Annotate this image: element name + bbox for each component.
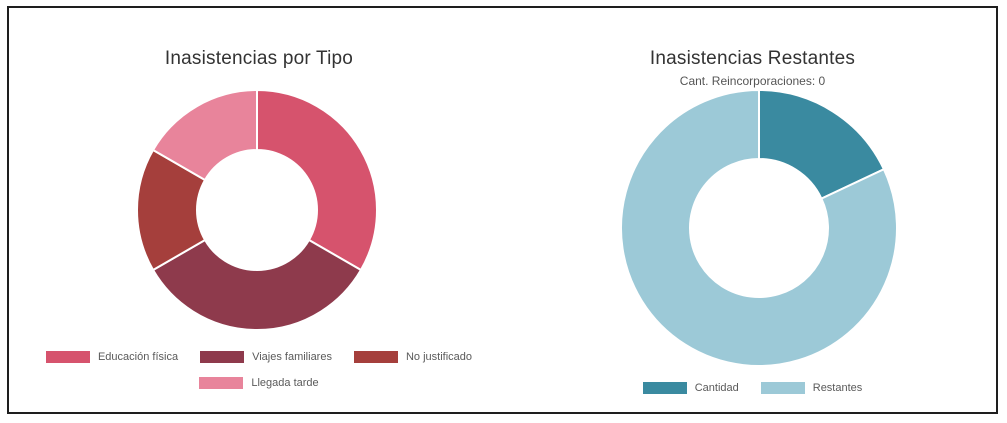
legend-label: Cantidad xyxy=(694,382,739,394)
slice-llegada-tarde[interactable] xyxy=(151,88,258,182)
chart-title-restantes: Inasistencias Restantes xyxy=(649,48,856,69)
slice-educacion-fisica[interactable] xyxy=(256,88,378,272)
slice-restantes[interactable] xyxy=(620,88,898,367)
legend-swatch xyxy=(760,382,805,394)
legend-label: Llegada tarde xyxy=(251,377,319,389)
legend-label: Educación física xyxy=(97,351,179,363)
legend-tipo-row-1: Educación física Viajes familiares No ju… xyxy=(9,351,509,363)
legend-swatch xyxy=(45,351,90,363)
chart-panel-tipo: Inasistencias por Tipo Educación física … xyxy=(9,8,509,412)
legend-item-restantes[interactable]: Restantes xyxy=(760,382,863,394)
chart-title-tipo: Inasistencias por Tipo xyxy=(164,48,354,69)
legend-swatch xyxy=(353,351,398,363)
chart-subtitle-restantes: Cant. Reincorporaciones: 0 xyxy=(679,74,826,88)
legend-swatch xyxy=(199,377,244,389)
legend-item-cantidad[interactable]: Cantidad xyxy=(642,382,739,394)
slice-viajes-familiares[interactable] xyxy=(151,238,363,331)
legend-item-llegada-tarde[interactable]: Llegada tarde xyxy=(199,377,319,389)
legend-label: Viajes familiares xyxy=(252,351,332,363)
legend-swatch xyxy=(200,351,245,363)
legend-label: Restantes xyxy=(812,382,863,394)
legend-swatch xyxy=(642,382,687,394)
legend-restantes-row: Cantidad Restantes xyxy=(509,382,996,394)
chart-frame: Inasistencias por Tipo Educación física … xyxy=(7,6,998,414)
legend-label: No justificado xyxy=(405,351,473,363)
donut-chart-tipo xyxy=(136,88,378,331)
donut-chart-restantes xyxy=(620,88,898,367)
legend-tipo-row-2: Llegada tarde xyxy=(9,377,509,389)
chart-panel-restantes: Inasistencias Restantes Cant. Reincorpor… xyxy=(509,8,996,412)
legend-item-no-justificado[interactable]: No justificado xyxy=(353,351,473,363)
legend-item-viajes-familiares[interactable]: Viajes familiares xyxy=(200,351,332,363)
legend-item-educacion-fisica[interactable]: Educación física xyxy=(45,351,179,363)
